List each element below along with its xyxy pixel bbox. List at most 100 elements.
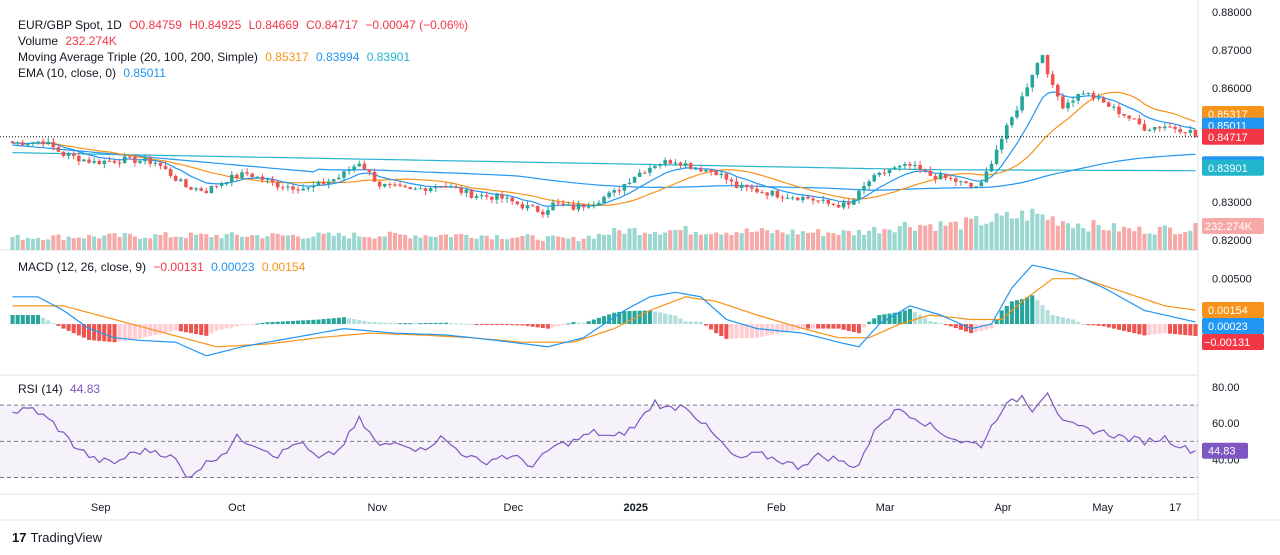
macd-histogram-bar [51, 323, 56, 325]
macd-histogram-bar [1122, 324, 1127, 331]
volume-bar [1076, 223, 1081, 250]
volume-bar [974, 216, 979, 250]
candle-body [15, 142, 20, 144]
macd-histogram-bar [321, 319, 326, 325]
macd-histogram-bar [1188, 324, 1193, 336]
volume-bar [127, 233, 132, 250]
candle-body [163, 165, 168, 170]
macd-histogram-bar [688, 321, 693, 325]
candle-body [301, 188, 305, 191]
ema-label: EMA (10, close, 0) [18, 66, 117, 80]
candle-body [643, 172, 647, 174]
volume-bar [290, 234, 296, 250]
volume-bar [209, 237, 214, 250]
candle-body [377, 181, 382, 187]
volume-bar [362, 237, 367, 250]
candle-body [780, 197, 785, 199]
macd-histogram-bar [214, 324, 219, 331]
macd-histogram-bar [816, 324, 821, 329]
volume-bar [30, 238, 35, 250]
macd-line [12, 264, 1196, 357]
macd-histogram-bar [907, 308, 912, 325]
macd-histogram-bar [316, 319, 321, 325]
volume-bar [1101, 229, 1106, 250]
volume-bar [805, 232, 810, 250]
volume-label: Volume [18, 34, 59, 48]
candle-body [1183, 132, 1188, 134]
macd-histogram-bar [1162, 324, 1167, 334]
volume-bar [408, 238, 413, 250]
volume-bar [703, 234, 709, 250]
volume-bar [821, 235, 826, 250]
volume-bar [137, 238, 143, 250]
volume-bar [525, 234, 530, 250]
tradingview-logo[interactable]: 17 TradingView [12, 530, 102, 545]
candle-body [693, 168, 698, 170]
volume-bar [994, 213, 999, 250]
volume-bar [484, 235, 489, 250]
candle-body [1071, 100, 1075, 103]
volume-bar [622, 233, 627, 250]
candle-body [1122, 113, 1126, 116]
candle-body [337, 177, 341, 180]
candle-body [158, 162, 163, 166]
candle-body [1147, 129, 1152, 131]
candle-body [189, 187, 193, 190]
macd-histogram-bar [1096, 324, 1101, 326]
candle-body [41, 141, 45, 145]
macd-histogram-bar [734, 324, 739, 339]
candle-body [816, 200, 820, 202]
volume-bar [642, 232, 647, 250]
macd-histogram-bar [464, 323, 469, 325]
macd-histogram-bar [296, 320, 301, 325]
time-tick-label: 2025 [623, 502, 647, 514]
macd-histogram-bar [194, 324, 199, 335]
macd-histogram-bar [923, 318, 928, 325]
close-value: C0.84717 [306, 18, 359, 32]
candle-body [179, 179, 183, 181]
candle-body [765, 192, 769, 196]
volume-bar [591, 238, 596, 250]
candle-body [984, 171, 989, 183]
macd-histogram-bar [826, 324, 831, 329]
candle-body [71, 153, 76, 156]
macd-histogram-bar [856, 324, 861, 334]
macd-histogram-bar [1025, 297, 1030, 325]
candle-body [92, 160, 96, 163]
macd-tag [1202, 302, 1264, 318]
macd-histogram-bar [760, 324, 765, 337]
candle-body [1091, 93, 1096, 99]
macd-histogram-bar [979, 324, 984, 331]
candle-body [576, 204, 581, 210]
volume-bar [117, 236, 122, 250]
candle-body [826, 199, 831, 204]
macd-histogram-bar [423, 323, 428, 325]
volume-bar [938, 221, 943, 250]
volume-bar [143, 237, 148, 250]
volume-bar [326, 232, 331, 250]
volume-bar [403, 234, 408, 250]
macd-histogram-bar [148, 324, 153, 336]
candle-body [586, 206, 591, 208]
volume-bar [183, 238, 188, 250]
macd-histogram-bar [719, 324, 724, 336]
volume-bar [163, 232, 168, 250]
candle-body [841, 202, 846, 208]
macd-histogram-bar [887, 313, 892, 325]
candle-body [872, 175, 877, 182]
volume-bar [632, 228, 637, 250]
volume-bar [1137, 226, 1142, 250]
macd-histogram-bar [484, 324, 489, 326]
volume-bar [841, 230, 846, 250]
macd-histogram-bar [647, 310, 652, 325]
candle-body [469, 189, 474, 198]
volume-legend: Volume 232.274K [18, 33, 121, 49]
rsi-label: RSI (14) [18, 382, 63, 396]
volume-tag [1202, 218, 1264, 234]
volume-bar [1004, 211, 1009, 250]
volume-bar [1014, 218, 1020, 250]
macd-histogram-bar [637, 310, 642, 325]
volume-bar [1081, 228, 1086, 250]
macd-histogram-bar [117, 324, 122, 342]
